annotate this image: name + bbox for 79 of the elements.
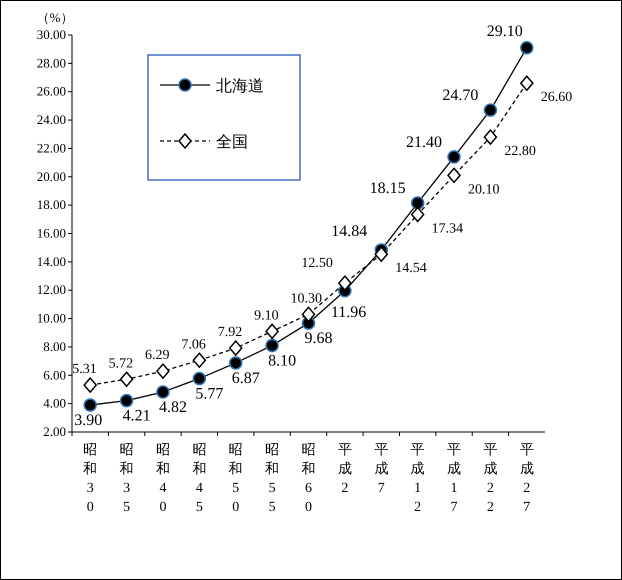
data-label: 22.80 [504,144,536,160]
data-label: 7.92 [218,325,242,340]
data-label: 20.10 [468,182,500,198]
x-tick-label: 平成22 [483,443,498,515]
point [265,324,279,340]
point [192,372,206,386]
y-tick-label: 12.00 [36,282,66,298]
data-label: 29.10 [486,22,523,40]
data-label: 5.31 [72,362,97,378]
point [447,168,461,184]
x-tick-label: 平成7 [374,443,388,496]
y-tick-label: 18.00 [36,197,66,212]
data-label: 8.10 [268,352,296,370]
point [410,206,424,222]
point [120,372,134,388]
point [228,356,242,370]
data-label: 26.60 [540,90,572,106]
data-label: 9.10 [254,308,279,324]
y-tick-label: 16.00 [36,226,66,240]
point [192,352,206,368]
point [520,41,534,55]
data-label: 7.06 [181,337,206,352]
point [156,363,170,379]
legend-label: 北海道 [216,77,264,95]
x-tick-label: 昭和35 [120,443,134,515]
data-label: 10.30 [290,291,322,306]
data-label: 5.72 [108,356,134,372]
x-tick-label: 平成17 [447,443,462,515]
x-tick-label: 平成2 [338,443,352,496]
point [120,394,134,408]
point [447,150,461,164]
data-label: 24.70 [442,87,478,104]
y-tick-label: 28.00 [36,55,66,70]
point [338,275,352,291]
x-tick-label: 昭和50 [228,443,243,515]
data-label: 4.82 [158,399,187,416]
point [228,340,242,356]
point [156,385,170,399]
data-label: 6.29 [144,348,170,364]
point [410,196,424,210]
point [83,398,97,412]
x-tick-label: 昭和40 [156,443,170,515]
point [484,129,498,145]
data-label: 12.50 [301,256,333,272]
data-label: 18.15 [370,180,406,198]
point [520,75,534,91]
point [265,338,279,352]
x-tick-label: 昭和60 [302,443,316,515]
x-tick-label: 昭和45 [192,443,206,515]
y-tick-label: 20.00 [36,168,66,184]
y-tick-label: 22.00 [36,140,66,156]
data-label: 5.77 [195,386,224,403]
data-label: 4.21 [122,408,151,425]
data-label: 21.40 [406,134,442,151]
data-label: 3.90 [74,412,102,430]
point [83,377,97,393]
y-tick-label: 2.00 [43,424,66,439]
x-tick-label: 昭和55 [265,443,280,515]
y-tick-label: 24.00 [36,112,66,128]
y-tick-label: 10.00 [36,310,66,326]
y-tick-label: 8.00 [43,338,66,354]
x-tick-label: 昭和30 [83,443,98,515]
point [484,103,498,117]
y-tick-label: 4.00 [43,396,66,411]
data-label: 11.96 [330,304,366,321]
x-tick-label: 平成27 [520,443,534,515]
data-label: 14.84 [331,222,368,240]
data-label: 6.87 [232,370,260,387]
point [302,306,316,322]
y-tick-label: 26.00 [36,84,66,99]
x-tick-label: 平成12 [410,443,425,515]
y-tick-label: 14.00 [36,254,66,269]
y-tick-label: 6.00 [43,367,66,382]
y-tick-label: 30.00 [36,27,66,42]
legend-label: 全国 [216,134,248,151]
data-label: 9.68 [304,330,332,348]
data-label: 14.54 [395,261,427,276]
y-axis-title: （%） [36,10,74,25]
data-label: 17.34 [432,222,464,236]
